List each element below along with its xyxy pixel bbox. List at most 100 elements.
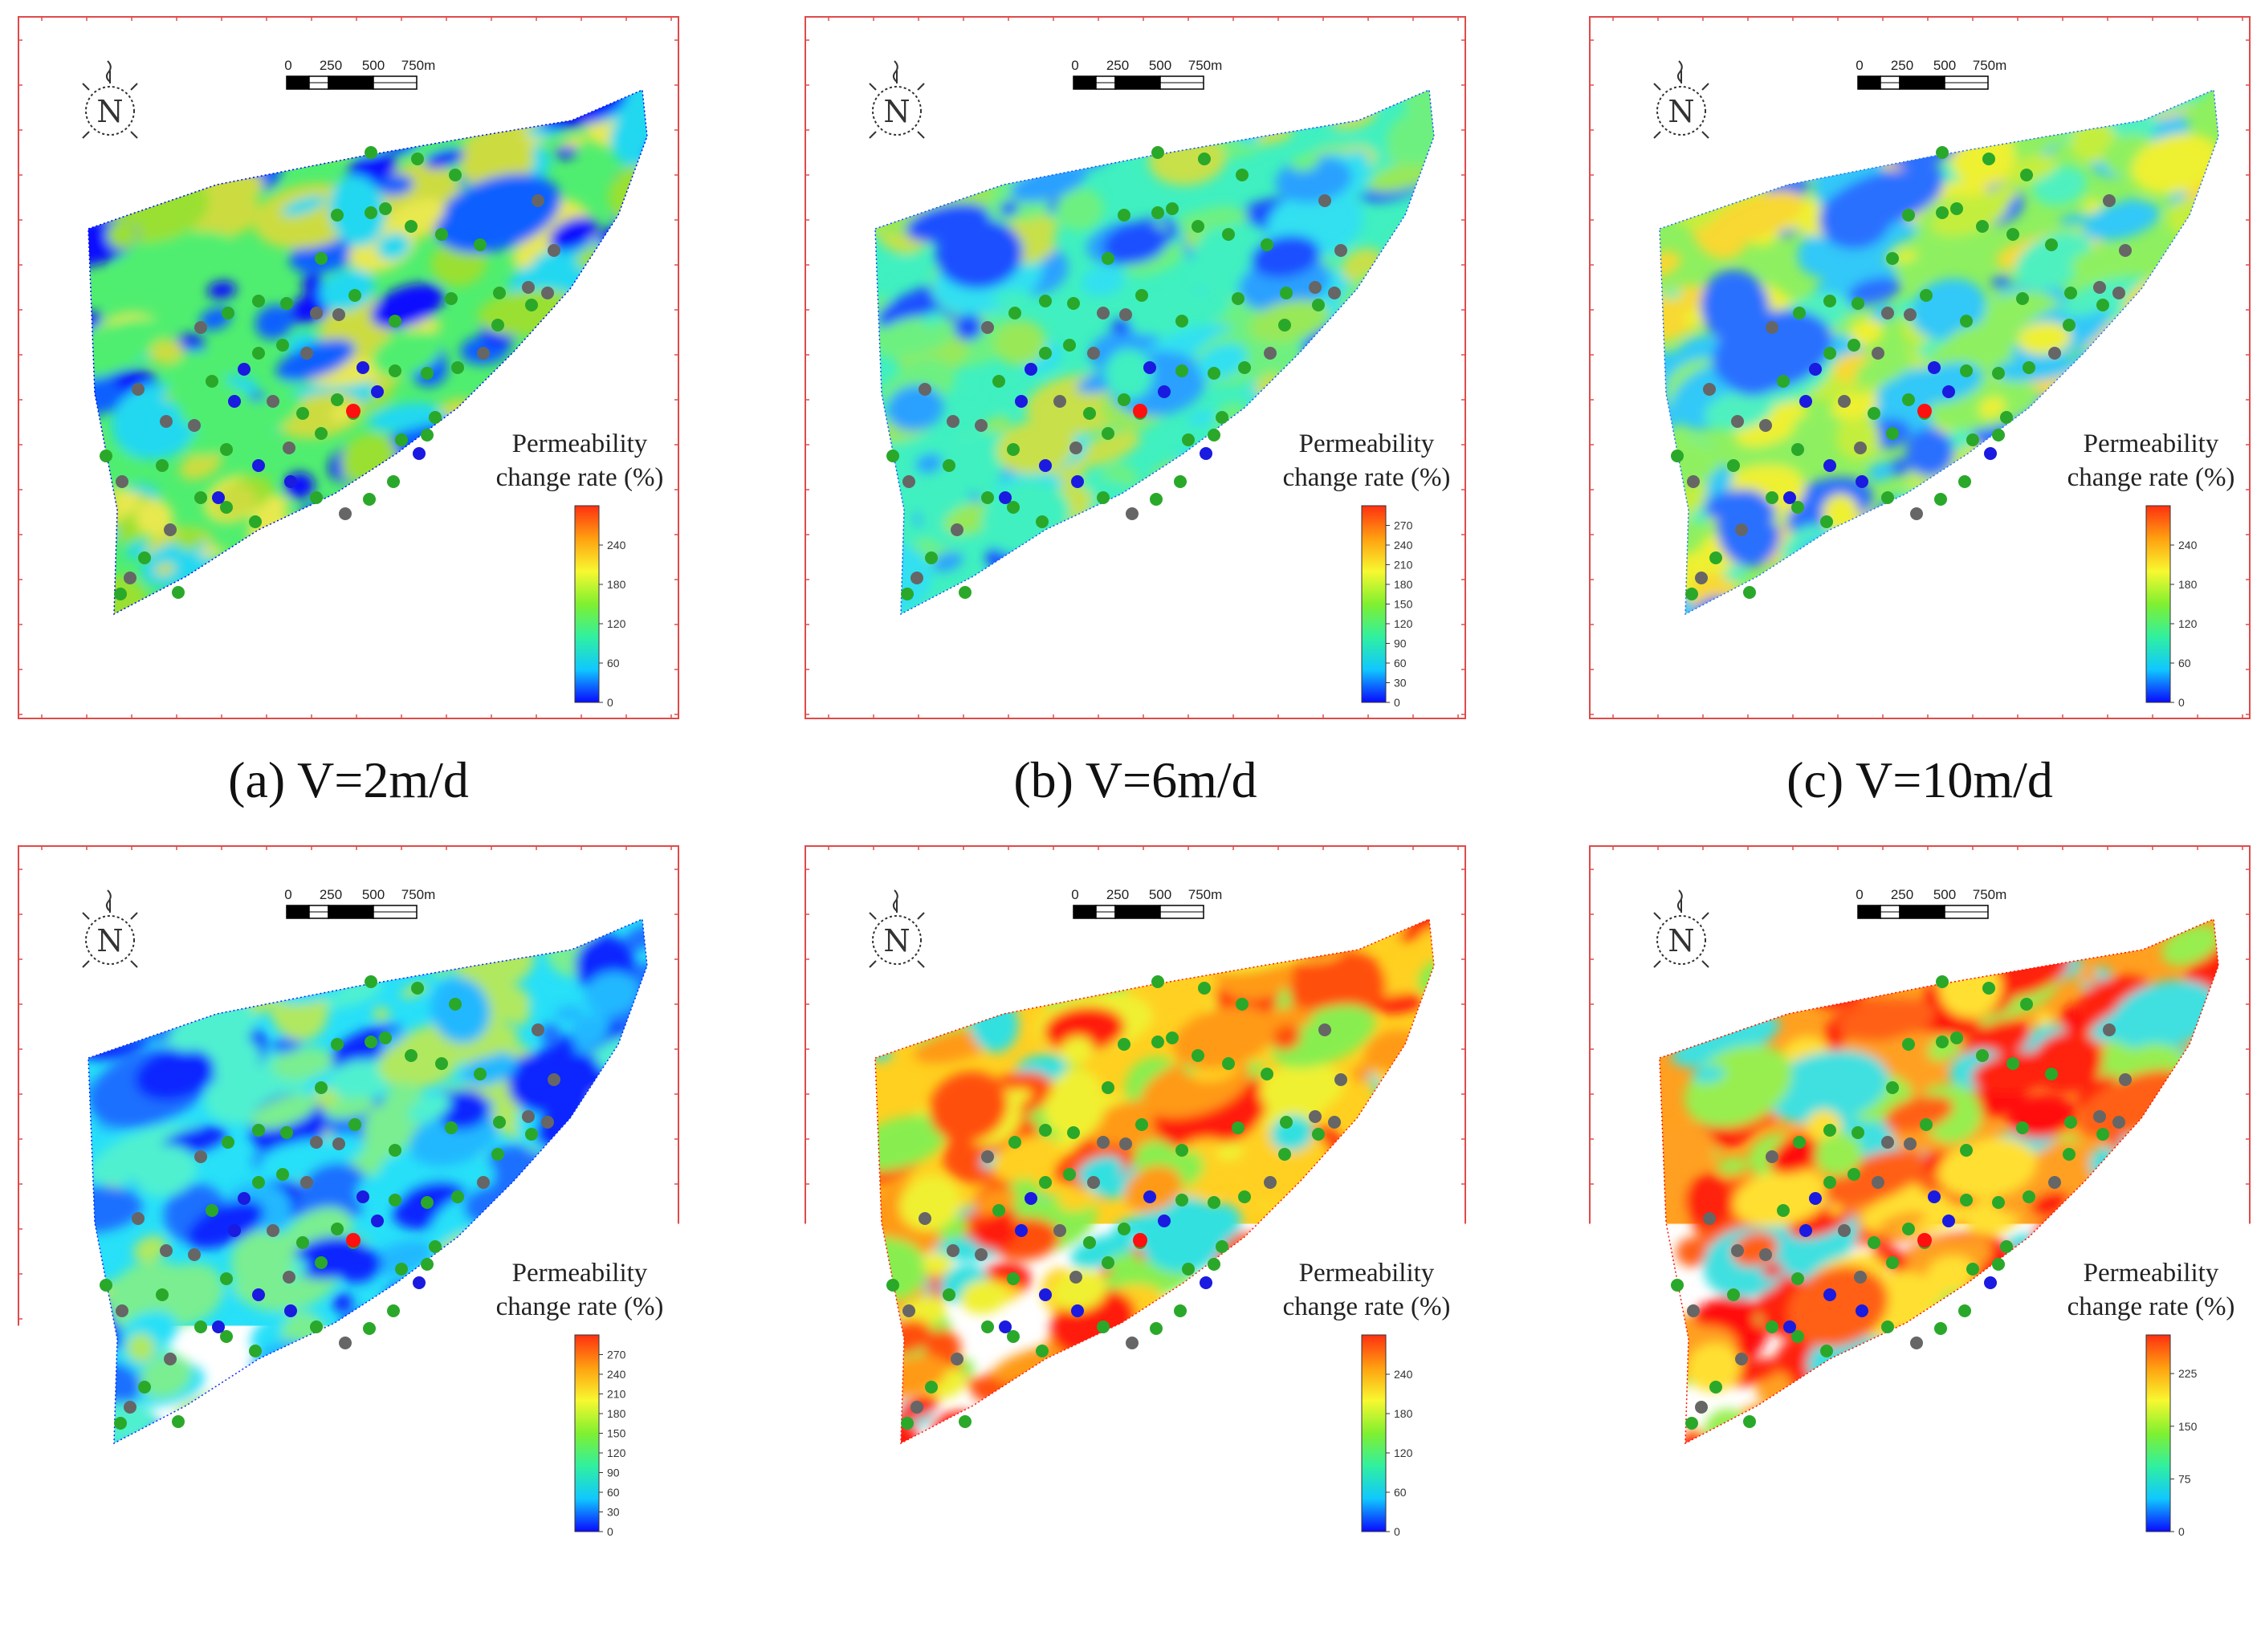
injector-well bbox=[1232, 292, 1245, 305]
injector-well bbox=[959, 586, 972, 599]
observation-well bbox=[999, 491, 1012, 504]
injector-well bbox=[2020, 998, 2033, 1011]
injector-well bbox=[1102, 252, 1114, 265]
injector-well bbox=[1709, 551, 1722, 564]
injector-well bbox=[1135, 1118, 1148, 1131]
producer-well bbox=[902, 475, 915, 488]
observation-well bbox=[1025, 1192, 1037, 1205]
scale-bar-label: 750m bbox=[1973, 887, 2007, 902]
observation-well bbox=[1200, 1276, 1212, 1289]
scale-bar-label: 500 bbox=[1149, 887, 1171, 902]
legend-tick-label: 75 bbox=[2178, 1472, 2191, 1485]
injector-well bbox=[1083, 1236, 1096, 1249]
injector-well bbox=[1261, 238, 1273, 251]
injector-well bbox=[1083, 407, 1096, 420]
producer-well bbox=[951, 523, 963, 536]
producer-well bbox=[2119, 244, 2132, 257]
legend-title: Permeability change rate (%) bbox=[2063, 1256, 2239, 1324]
injector-well bbox=[491, 319, 504, 332]
producer-well bbox=[532, 1023, 544, 1036]
injector-well bbox=[943, 459, 955, 472]
scale-bar-label: 750m bbox=[1973, 58, 2007, 73]
injector-well bbox=[1232, 1121, 1245, 1134]
legend-tick-label: 210 bbox=[1394, 559, 1413, 572]
legend-title-line2: change rate (%) bbox=[491, 461, 668, 494]
injector-well bbox=[1966, 433, 1979, 446]
producer-well bbox=[951, 1353, 963, 1365]
injector-well bbox=[276, 339, 289, 352]
injector-well bbox=[2006, 1057, 2019, 1070]
injector-well bbox=[1960, 1144, 1973, 1157]
scale-bar-label: 250 bbox=[1106, 58, 1129, 73]
producer-well bbox=[975, 419, 988, 432]
producer-well bbox=[1838, 1224, 1851, 1237]
producer-well bbox=[1854, 441, 1867, 454]
observation-well bbox=[1823, 1288, 1836, 1301]
legend-tick-label: 0 bbox=[1394, 1525, 1400, 1538]
injector-well bbox=[379, 202, 392, 215]
north-label: N bbox=[96, 94, 123, 129]
injector-well bbox=[1727, 459, 1740, 472]
injector-well bbox=[943, 1288, 955, 1301]
panel-caption: (f) V=25m/d bbox=[1589, 1580, 2251, 1639]
injector-well bbox=[1151, 1036, 1164, 1048]
injector-well bbox=[280, 297, 293, 310]
injector-well bbox=[1208, 367, 1220, 380]
legend-title: Permeability change rate (%) bbox=[2063, 427, 2239, 494]
injector-well bbox=[2023, 1190, 2035, 1203]
producer-well bbox=[1695, 572, 1708, 584]
legend-tick-label: 240 bbox=[607, 1368, 626, 1381]
panel-caption: (b) V=6m/d bbox=[805, 751, 1466, 810]
injector-well bbox=[1823, 347, 1836, 360]
observation-well bbox=[1928, 361, 1941, 374]
legend-title-line2: change rate (%) bbox=[2063, 461, 2239, 494]
map-e: N0 250 500 750m060120180240 bbox=[805, 845, 1466, 1548]
injector-well bbox=[1102, 427, 1114, 440]
producer-well bbox=[132, 383, 145, 396]
observation-well bbox=[1200, 447, 1212, 460]
injector-well bbox=[2023, 361, 2035, 374]
legend-tick-label: 120 bbox=[607, 1447, 626, 1459]
injector-well bbox=[925, 551, 938, 564]
injector-well bbox=[1175, 315, 1188, 328]
injector-well bbox=[1118, 1038, 1130, 1051]
scale-bar-label: 250 bbox=[320, 887, 342, 902]
injector-well bbox=[194, 491, 207, 504]
producer-well bbox=[975, 1248, 988, 1261]
producer-well bbox=[1703, 1212, 1716, 1225]
injector-well bbox=[389, 1194, 401, 1206]
injector-well bbox=[1175, 364, 1188, 377]
legend-tick-label: 150 bbox=[2178, 1420, 2198, 1433]
producer-well bbox=[116, 1304, 128, 1317]
injector-well bbox=[1236, 998, 1249, 1011]
injector-well bbox=[1920, 289, 1933, 302]
injector-well bbox=[1036, 515, 1049, 528]
injector-well bbox=[525, 1128, 538, 1141]
legend-tick-label: 0 bbox=[2178, 696, 2185, 709]
injector-well bbox=[2020, 169, 2033, 181]
scale-bar-label: 250 bbox=[1891, 58, 1913, 73]
injector-well bbox=[1166, 202, 1179, 215]
producer-well bbox=[1872, 1176, 1884, 1189]
legend-title-line1: Permeability bbox=[491, 1256, 668, 1290]
north-label: N bbox=[883, 94, 910, 129]
scale-bar-label: 0 bbox=[1071, 887, 1078, 902]
producer-well bbox=[1735, 1353, 1748, 1365]
observation-well bbox=[1015, 1224, 1028, 1237]
producer-well bbox=[1069, 1271, 1082, 1284]
producer-well bbox=[116, 475, 128, 488]
injector-well bbox=[310, 491, 323, 504]
producer-well bbox=[332, 308, 345, 321]
injector-well bbox=[925, 1381, 938, 1394]
observation-well bbox=[228, 1224, 241, 1237]
panel-a: N 0 250 500 750m 0 60 120 180 240 Permeability chan… bbox=[18, 16, 679, 823]
producer-well bbox=[164, 1353, 177, 1365]
injector-well bbox=[886, 450, 899, 462]
legend-tick-label: 240 bbox=[1394, 539, 1413, 551]
injector-well bbox=[1976, 220, 1989, 233]
injector-well bbox=[1198, 153, 1211, 165]
observation-well bbox=[1942, 385, 1955, 398]
legend-tick-label: 210 bbox=[607, 1388, 626, 1401]
injector-well bbox=[296, 1236, 309, 1249]
injector-well bbox=[2063, 319, 2076, 332]
